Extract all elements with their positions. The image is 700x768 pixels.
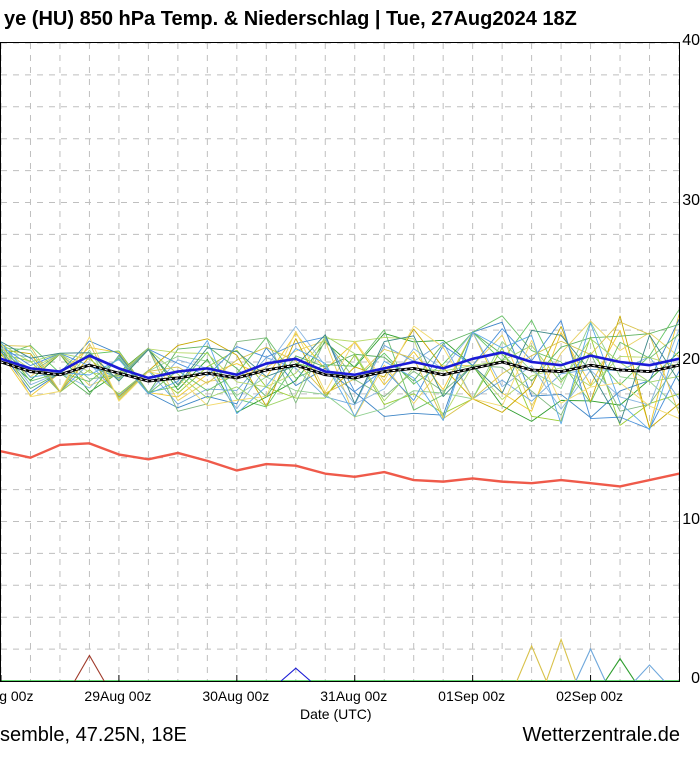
y-tick-label: 40	[682, 32, 700, 50]
y-tick-label: 20	[682, 351, 700, 369]
chart-plot-area	[0, 42, 680, 682]
y-tick-label: 10	[682, 511, 700, 529]
x-tick-label: 28Aug 00z	[0, 688, 33, 704]
x-tick-label: 31Aug 00z	[320, 688, 387, 704]
x-tick-label: 01Sep 00z	[438, 688, 505, 704]
chart-title: ye (HU) 850 hPa Temp. & Niederschlag | T…	[0, 8, 700, 31]
x-tick-label: 02Sep 00z	[556, 688, 623, 704]
y-tick-label: 30	[682, 192, 700, 210]
x-axis-label: Date (UTC)	[300, 706, 372, 722]
y-tick-label: 0	[691, 670, 700, 688]
x-tick-label: 29Aug 00z	[84, 688, 151, 704]
footer-left-label: semble, 47.25N, 18E	[0, 724, 187, 747]
x-tick-label: 30Aug 00z	[202, 688, 269, 704]
footer-right-label: Wetterzentrale.de	[523, 724, 681, 747]
chart-svg	[1, 43, 679, 681]
